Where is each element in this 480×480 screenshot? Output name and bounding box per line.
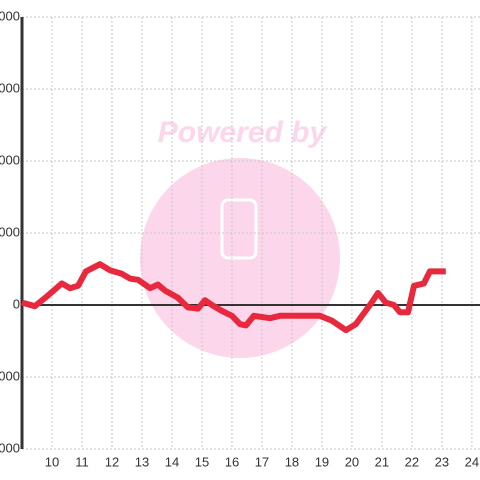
x-tick-label: 12	[105, 454, 119, 469]
y-tick-label: 0	[13, 296, 20, 311]
x-tick-label: 10	[45, 454, 59, 469]
x-tick-label: 18	[285, 454, 299, 469]
x-tick-label: 24	[465, 454, 479, 469]
x-tick-label: 16	[225, 454, 239, 469]
y-tick-label: -6,000	[0, 440, 20, 455]
y-tick-label: 12,000	[0, 8, 20, 23]
watermark-icon	[220, 198, 258, 260]
x-tick-label: 15	[195, 454, 209, 469]
data-line	[21, 261, 446, 334]
x-tick-label: 13	[135, 454, 149, 469]
x-tick-label: 11	[75, 454, 89, 469]
x-tick-label: 17	[255, 454, 269, 469]
y-tick-label: 6,000	[0, 152, 20, 167]
x-tick-label: 19	[315, 454, 329, 469]
x-tick-label: 20	[345, 454, 359, 469]
y-tick-label: 9,000	[0, 80, 20, 95]
x-tick-label: 14	[165, 454, 179, 469]
watermark-text: Powered by	[158, 116, 328, 149]
x-tick-label: 21	[375, 454, 389, 469]
y-tick-label: 3,000	[0, 224, 20, 239]
y-tick-label: -3,000	[0, 368, 20, 383]
x-tick-label: 22	[405, 454, 419, 469]
x-tick-label: 23	[435, 454, 449, 469]
